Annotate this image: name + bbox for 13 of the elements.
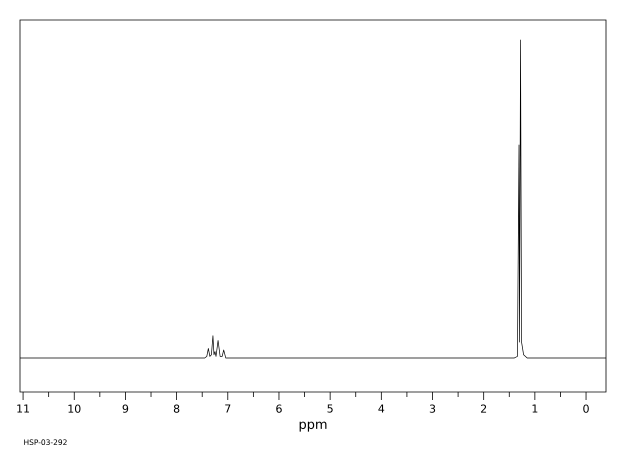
- x-tick-label: 3: [430, 404, 436, 413]
- x-tick-label: 10: [68, 404, 80, 413]
- x-tick-label: 4: [378, 404, 384, 412]
- x-tick-label: 11: [17, 404, 30, 412]
- x-tick-label: 5: [328, 404, 333, 413]
- x-tick-label: 6: [276, 404, 282, 413]
- x-axis-title: ppm: [300, 422, 326, 432]
- x-tick-label: 9: [122, 404, 128, 413]
- x-tick-label: 1: [532, 404, 538, 412]
- x-tick-label: 0: [583, 404, 589, 413]
- x-tick-label: 7: [225, 404, 230, 412]
- x-tick-label: 8: [174, 404, 180, 413]
- x-tick-label: 2: [480, 404, 486, 413]
